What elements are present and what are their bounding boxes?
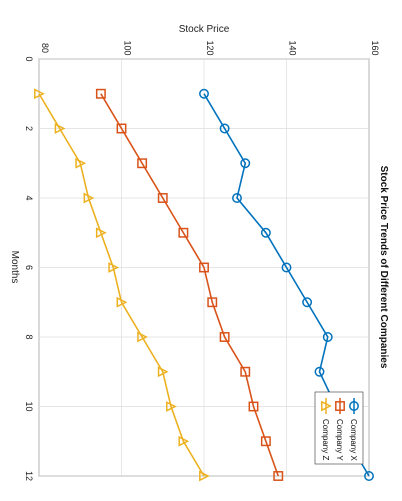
data-point [302, 297, 313, 308]
data-point [157, 366, 169, 378]
y-tick-label: 140 [288, 40, 298, 55]
data-point [75, 157, 87, 169]
data-point [116, 123, 127, 134]
data-point [34, 88, 45, 100]
legend-item: Company X [349, 398, 359, 461]
legend-marker [335, 401, 345, 411]
data-point [157, 193, 168, 203]
legend-box [314, 391, 364, 465]
data-point [281, 262, 292, 273]
y-tick-label: 160 [370, 40, 380, 55]
data-point [240, 158, 251, 169]
legend-marker [321, 400, 332, 412]
data-point [199, 470, 210, 482]
data-point [273, 471, 284, 481]
y-tick-label: 120 [205, 40, 215, 55]
data-point [199, 262, 209, 273]
legend-item: Company Y [335, 398, 345, 461]
data-point [364, 471, 374, 481]
data-point [95, 227, 107, 239]
data-point [83, 192, 95, 204]
x-tick-label: 6 [24, 265, 34, 270]
series-line [38, 93, 205, 477]
x-tick-label: 12 [24, 471, 34, 481]
data-point [248, 401, 259, 412]
data-point [116, 296, 128, 308]
data-point [178, 227, 189, 238]
data-point [166, 401, 177, 412]
x-tick-label: 0 [24, 56, 34, 61]
data-point [260, 436, 271, 447]
data-point [260, 227, 271, 238]
data-point [219, 123, 230, 134]
y-tick-label: 100 [123, 40, 133, 55]
legend-label: Company Y [335, 419, 344, 461]
x-tick-label: 2 [24, 126, 34, 131]
data-point [207, 297, 218, 308]
legend-label: Company Z [321, 419, 330, 460]
x-tick-label: 10 [24, 401, 34, 411]
data-point [314, 366, 325, 377]
data-point [54, 123, 66, 134]
chart-title: Stock Price Trends of Different Companie… [378, 166, 389, 369]
data-point [108, 262, 120, 273]
data-point [219, 332, 230, 342]
legend: Company X Company Y Company Z [314, 391, 364, 465]
x-tick-label: 8 [24, 334, 34, 339]
data-point [178, 435, 190, 447]
series-company-z [34, 88, 210, 482]
series-layer [34, 88, 374, 482]
y-tick-label: 80 [40, 43, 50, 53]
plot-area [34, 58, 374, 482]
data-point [322, 332, 333, 342]
data-point [137, 331, 149, 343]
x-tick-label: 4 [24, 195, 34, 200]
data-point [137, 158, 148, 169]
legend-marker [349, 401, 359, 411]
tick-labels: 80 100 120 140 160 0 2 4 6 8 10 12 [24, 40, 380, 481]
data-point [240, 366, 251, 377]
x-axis-title: Months [9, 251, 20, 284]
data-point [95, 88, 106, 99]
data-point [232, 193, 242, 203]
legend-label: Company X [349, 419, 358, 461]
data-point [199, 88, 209, 99]
series-line [100, 93, 280, 477]
legend-item: Company Z [321, 398, 332, 460]
series-company-y [95, 88, 284, 481]
y-axis-title: Stock Price [179, 24, 230, 35]
